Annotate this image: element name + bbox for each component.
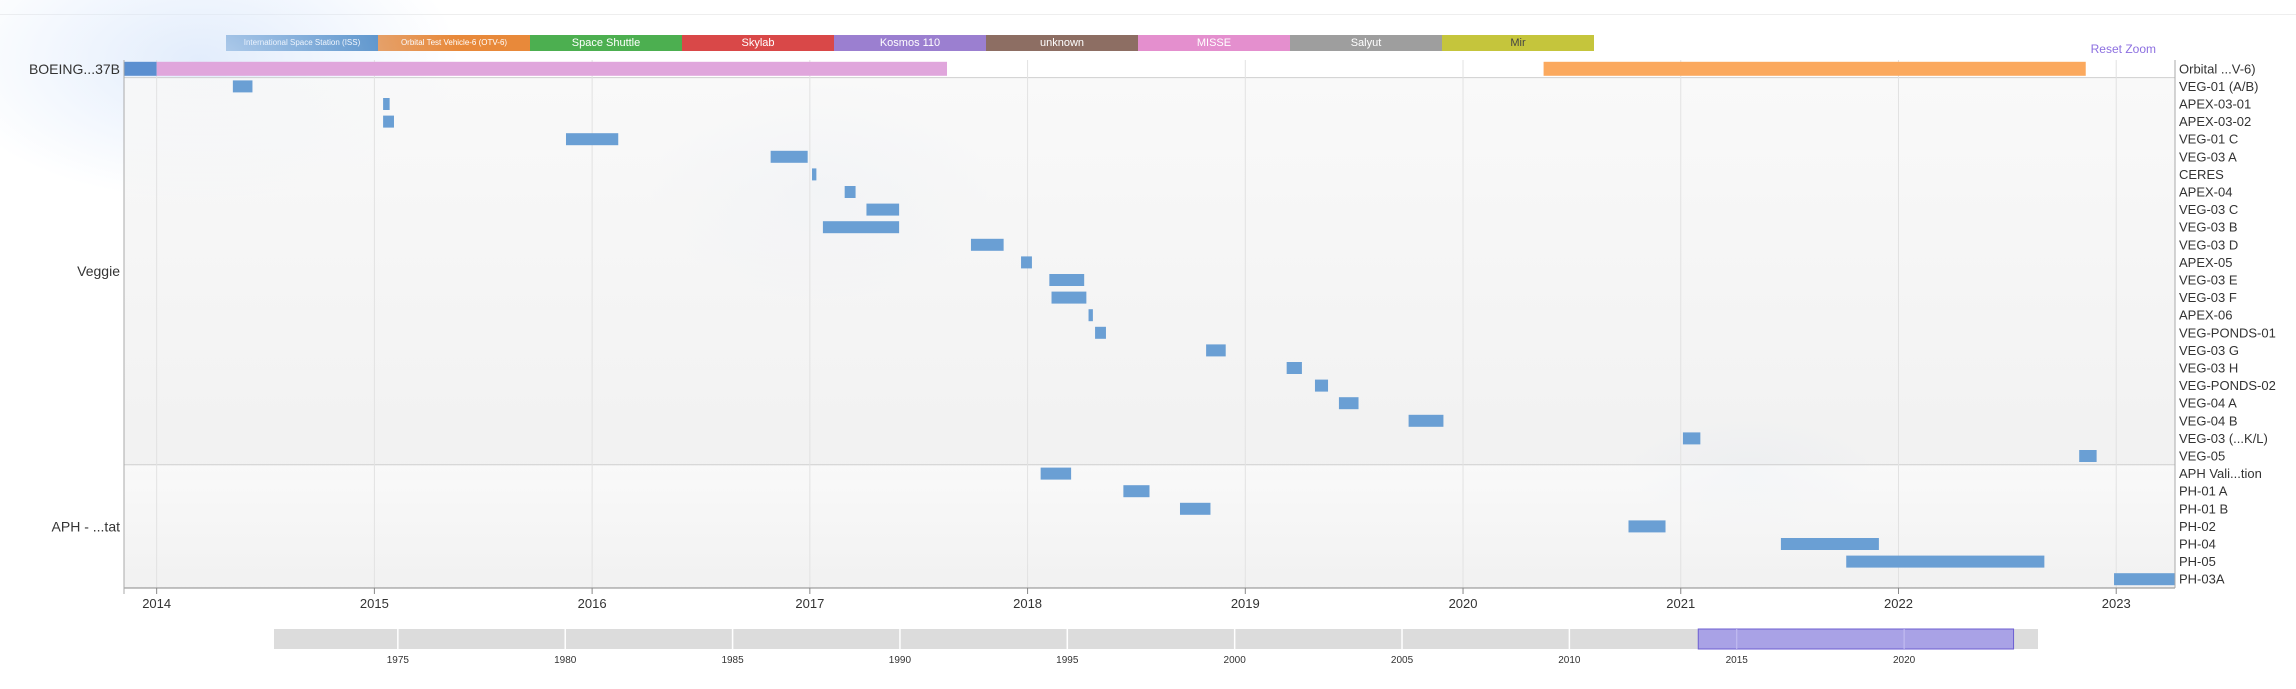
timeline-bar[interactable] — [2114, 573, 2175, 586]
navigator-tick-label: 2015 — [1726, 655, 1749, 666]
timeline-bar[interactable] — [970, 238, 1004, 251]
row-label: APEX-04 — [2179, 185, 2232, 200]
timeline-bar[interactable] — [866, 203, 900, 216]
row-label: VEG-PONDS-01 — [2179, 325, 2276, 340]
row-label: VEG-04 B — [2179, 413, 2238, 428]
group-label: BOEING...37B — [29, 61, 120, 77]
timeline-bar[interactable] — [1206, 344, 1226, 357]
row-label: APEX-05 — [2179, 255, 2232, 270]
x-tick-label: 2019 — [1231, 596, 1260, 611]
legend-item[interactable]: MISSE — [1138, 35, 1290, 51]
row-label: VEG-04 A — [2179, 396, 2237, 411]
x-tick-label: 2020 — [1449, 596, 1478, 611]
navigator-track[interactable] — [274, 629, 2038, 649]
timeline-bar[interactable] — [812, 168, 817, 181]
timeline-bar[interactable] — [1338, 397, 1359, 410]
row-label: APH Vali...tion — [2179, 466, 2262, 481]
row-label: VEG-03 F — [2179, 290, 2237, 305]
timeline-bar[interactable] — [232, 80, 253, 93]
row-label: APEX-03-02 — [2179, 114, 2251, 129]
timeline-bar[interactable] — [1049, 274, 1085, 286]
row-label: VEG-05 — [2179, 449, 2225, 464]
row-label: VEG-03 (...K/L) — [2179, 431, 2268, 446]
row-label: VEG-03 G — [2179, 343, 2239, 358]
row-label: CERES — [2179, 167, 2224, 182]
row-label: PH-04 — [2179, 537, 2216, 552]
timeline-bar[interactable] — [822, 221, 900, 234]
row-label: PH-01 B — [2179, 501, 2228, 516]
timeline-bar[interactable] — [1408, 414, 1444, 427]
navigator-tick-label: 1990 — [889, 655, 912, 666]
row-label: APEX-03-01 — [2179, 97, 2251, 112]
navigator-tick-label: 1975 — [387, 655, 410, 666]
row-label: PH-03A — [2179, 572, 2225, 587]
x-tick-label: 2018 — [1013, 596, 1042, 611]
timeline-bar[interactable] — [383, 98, 390, 110]
navigator-tick-label: 1985 — [721, 655, 744, 666]
x-tick-label: 2016 — [578, 596, 607, 611]
row-label: PH-05 — [2179, 554, 2216, 569]
timeline-bar[interactable] — [844, 186, 856, 198]
legend-item[interactable]: unknown — [986, 35, 1138, 51]
reset-zoom-button[interactable]: Reset Zoom — [2090, 42, 2156, 56]
row-label: APEX-06 — [2179, 308, 2232, 323]
navigator-tick-label: 2010 — [1558, 655, 1581, 666]
x-tick-label: 2014 — [142, 596, 171, 611]
timeline-bar[interactable] — [1543, 61, 2086, 76]
timeline-bar[interactable] — [565, 133, 619, 146]
navigator-tick-label: 2020 — [1893, 655, 1916, 666]
navigator-tick-label: 1995 — [1056, 655, 1079, 666]
timeline-bar[interactable] — [124, 61, 157, 76]
timeline-bar[interactable] — [1179, 502, 1211, 515]
row-label: VEG-01 (A/B) — [2179, 79, 2258, 94]
group-band — [124, 77, 2175, 465]
row-label: PH-01 A — [2179, 484, 2228, 499]
x-tick-label: 2023 — [2102, 596, 2131, 611]
navigator-selection[interactable] — [1697, 628, 2015, 650]
timeline-bar[interactable] — [2079, 450, 2097, 462]
row-label: VEG-03 D — [2179, 237, 2238, 252]
row-label: PH-02 — [2179, 519, 2216, 534]
timeline-bar[interactable] — [1040, 467, 1072, 480]
timeline-bar[interactable] — [1846, 555, 2045, 568]
x-tick-label: 2022 — [1884, 596, 1913, 611]
row-label: VEG-PONDS-02 — [2179, 378, 2276, 393]
navigator-tick-label: 2005 — [1391, 655, 1414, 666]
navigator-tick-label: 1980 — [554, 655, 577, 666]
top-divider — [0, 14, 2296, 15]
timeline-bar[interactable] — [1051, 291, 1087, 304]
timeline-bar[interactable] — [383, 115, 394, 128]
timeline-bar[interactable] — [1628, 520, 1666, 533]
timeline-bar[interactable] — [770, 150, 808, 163]
timeline-bar[interactable] — [1123, 485, 1150, 498]
row-label: VEG-03 E — [2179, 273, 2238, 288]
row-label: VEG-01 C — [2179, 132, 2238, 147]
navigator-tick-label: 2000 — [1224, 655, 1247, 666]
legend-item[interactable]: Kosmos 110 — [834, 35, 986, 51]
row-label: VEG-03 A — [2179, 149, 2237, 164]
timeline-bar[interactable] — [1095, 326, 1106, 339]
legend-item[interactable]: Space Shuttle — [530, 35, 682, 51]
legend-item[interactable]: Skylab — [682, 35, 834, 51]
timeline-bar[interactable] — [1314, 379, 1329, 392]
timeline-bar[interactable] — [1088, 309, 1093, 322]
timeline-bar[interactable] — [1780, 538, 1879, 550]
timeline-bar[interactable] — [1286, 362, 1302, 374]
x-tick-label: 2017 — [795, 596, 824, 611]
row-label: VEG-03 B — [2179, 220, 2238, 235]
row-label: Orbital ...V-6) — [2179, 61, 2256, 76]
group-label: APH - ...tat — [52, 518, 121, 534]
group-label: Veggie — [77, 263, 120, 279]
x-tick-label: 2021 — [1666, 596, 1695, 611]
timeline-bar[interactable] — [156, 61, 948, 76]
timeline-bar[interactable] — [1021, 256, 1032, 269]
x-tick-label: 2015 — [360, 596, 389, 611]
legend-item[interactable]: Salyut — [1290, 35, 1442, 51]
timeline-bar[interactable] — [1682, 432, 1701, 445]
row-label: VEG-03 H — [2179, 361, 2238, 376]
group-band — [124, 464, 2175, 588]
row-label: VEG-03 C — [2179, 202, 2238, 217]
legend-item[interactable]: Mir — [1442, 35, 1594, 51]
